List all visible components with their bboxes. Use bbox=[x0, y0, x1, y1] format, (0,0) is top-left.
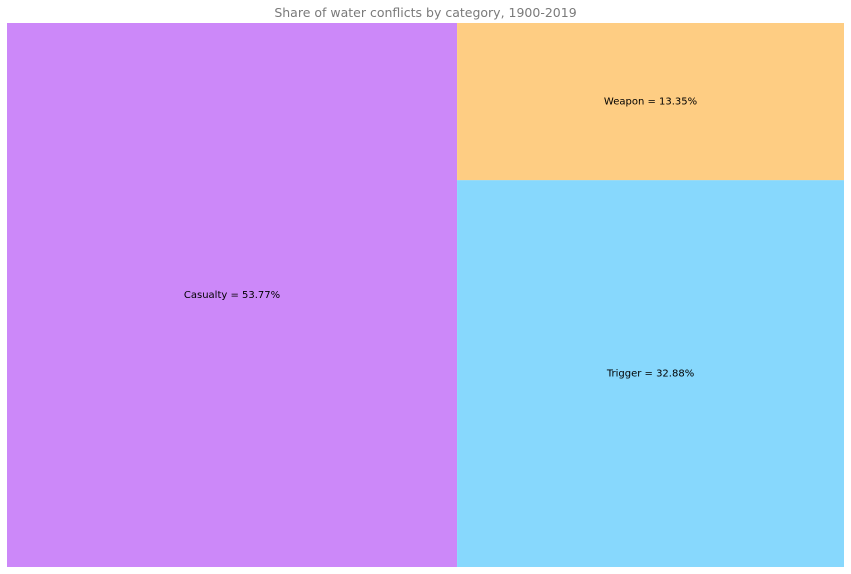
tile-weapon bbox=[457, 23, 844, 181]
treemap-chart: Casualty = 53.77% Trigger = 32.88% Weapon … bbox=[7, 23, 844, 567]
tile-label-weapon: Weapon = 13.35% bbox=[604, 97, 697, 108]
tile-trigger bbox=[457, 180, 844, 567]
tile-casualty bbox=[7, 23, 458, 567]
tile-label-trigger: Trigger = 32.88% bbox=[606, 369, 694, 380]
tile-label-casualty: Casualty = 53.77% bbox=[184, 290, 280, 301]
chart-title: Share of water conflicts by category, 19… bbox=[274, 5, 577, 20]
